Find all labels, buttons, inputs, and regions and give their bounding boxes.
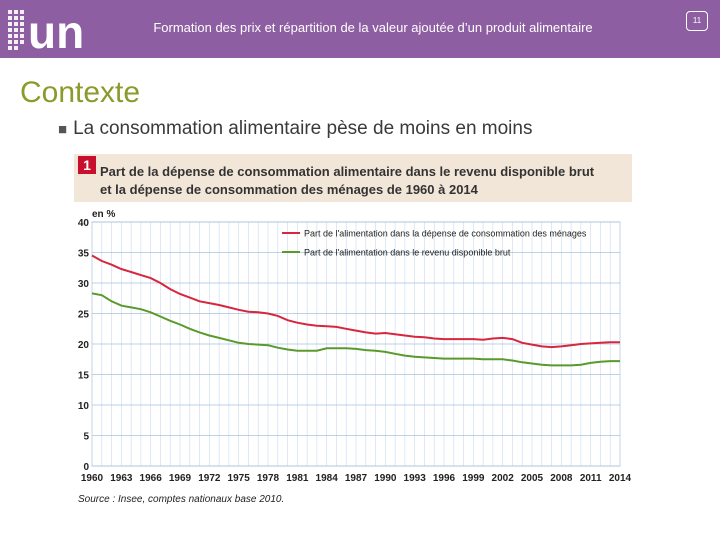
x-tick-label: 1990 [374,473,397,484]
legend-label-2: Part de l'alimentation dans le revenu di… [304,248,511,258]
y-tick-label: 10 [78,401,90,412]
y-tick-label: 5 [83,432,89,443]
chart-title-line-1: Part de la dépense de consommation alime… [100,164,595,179]
y-tick-label: 20 [78,340,90,351]
x-tick-label: 1960 [81,473,104,484]
bullet-item: ■ La consommation alimentaire pèse de moi… [58,118,532,140]
series-line-1 [91,254,620,349]
x-tick-label: 1972 [198,473,221,484]
x-tick-label: 1993 [404,473,427,484]
x-tick-label: 1996 [433,473,456,484]
y-tick-label: 35 [78,249,90,260]
x-tick-label: 1963 [110,473,133,484]
y-tick-label: 25 [78,310,90,321]
logo-text: un [28,6,84,56]
header-title: Formation des prix et répartition de la … [153,20,593,35]
x-tick-label: 1984 [316,473,339,484]
x-tick-label: 2005 [521,473,544,484]
chart-title-line-2: et la dépense de consommation des ménage… [100,182,478,197]
bullet-text: La consommation alimentaire pèse de moin… [73,118,533,139]
university-logo: un [8,6,84,56]
x-tick-label: 1987 [345,473,368,484]
chart: 1 Part de la dépense de consommation ali… [74,154,634,512]
series-line-2 [91,292,620,367]
x-tick-label: 1966 [140,473,163,484]
y-tick-label: 0 [83,462,89,473]
x-tick-label: 1999 [462,473,485,484]
y-axis-label: en % [92,209,115,220]
slide-title: Contexte [20,76,141,109]
x-tick-label: 2002 [492,473,515,484]
chart-source: Source : Insee, comptes nationaux base 2… [78,494,285,505]
x-tick-label: 1981 [286,473,309,484]
square-bullet-icon: ■ [58,121,68,138]
y-tick-label: 30 [78,279,90,290]
page-number: 11 [686,11,708,31]
x-tick-label: 2014 [609,473,632,484]
chart-number: 1 [78,156,96,174]
x-tick-label: 2008 [550,473,573,484]
legend-label-1: Part de l'alimentation dans la dépense d… [304,229,587,239]
y-tick-label: 40 [78,218,90,229]
chart-header: 1 Part de la dépense de consommation ali… [74,154,632,202]
x-tick-label: 2011 [580,473,602,484]
x-tick-label: 1978 [257,473,280,484]
y-tick-label: 15 [78,371,90,382]
x-tick-label: 1969 [169,473,192,484]
x-tick-label: 1975 [228,473,251,484]
slide-header: un Formation des prix et répartition de … [0,0,720,58]
